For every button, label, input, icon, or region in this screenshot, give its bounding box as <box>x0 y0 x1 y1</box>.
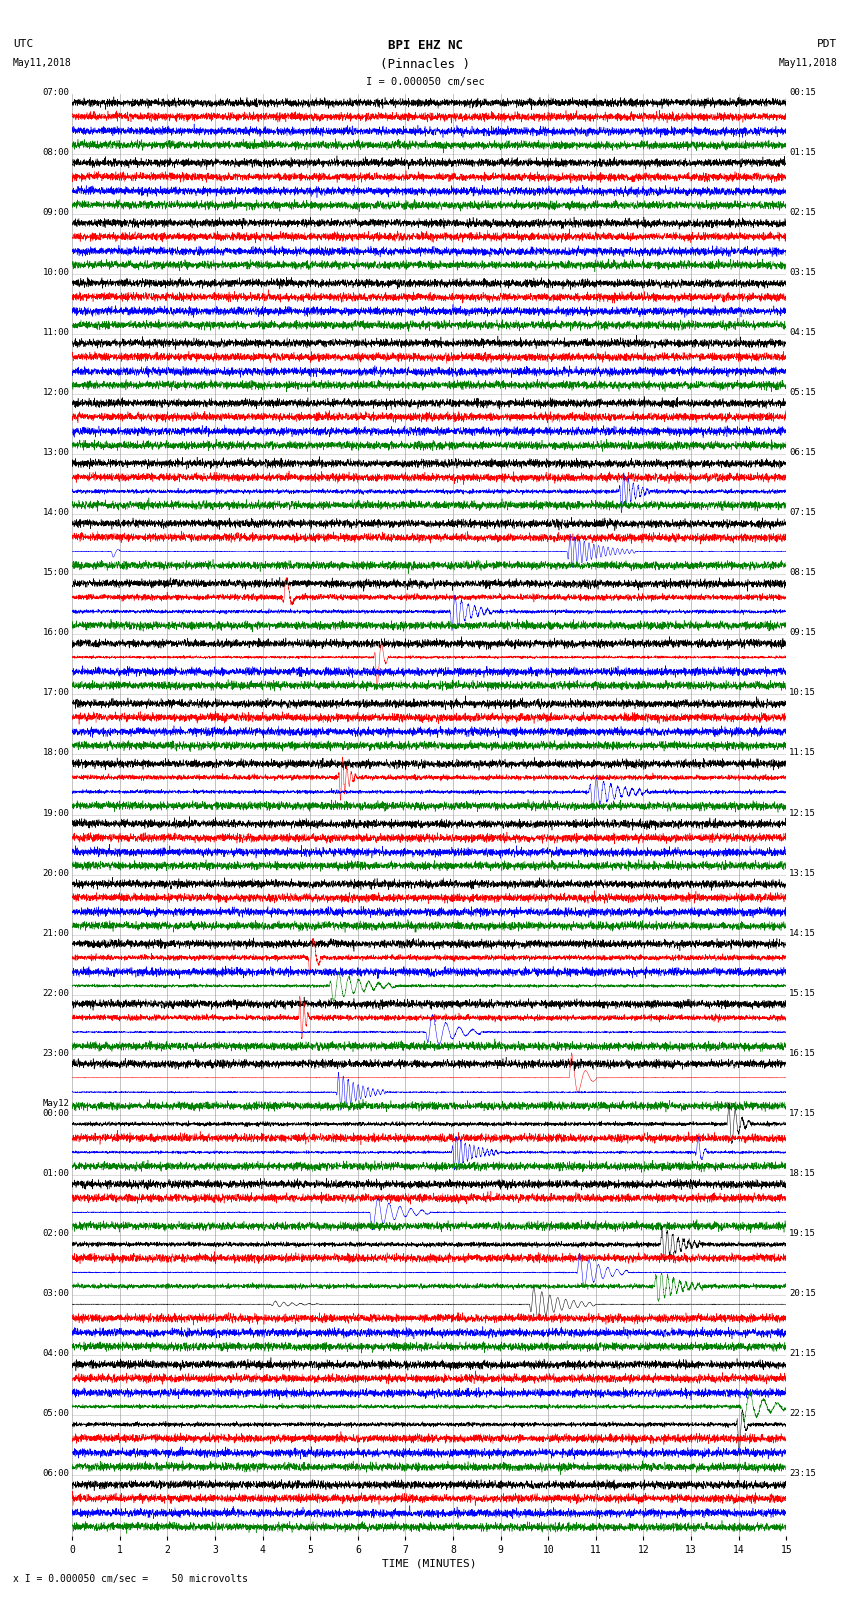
Text: BPI EHZ NC: BPI EHZ NC <box>388 39 462 52</box>
Text: May11,2018: May11,2018 <box>13 58 71 68</box>
Text: x I = 0.000050 cm/sec =    50 microvolts: x I = 0.000050 cm/sec = 50 microvolts <box>13 1574 247 1584</box>
Text: UTC: UTC <box>13 39 33 48</box>
X-axis label: TIME (MINUTES): TIME (MINUTES) <box>382 1558 477 1569</box>
Text: PDT: PDT <box>817 39 837 48</box>
Text: I = 0.000050 cm/sec: I = 0.000050 cm/sec <box>366 77 484 87</box>
Text: May11,2018: May11,2018 <box>779 58 837 68</box>
Text: (Pinnacles ): (Pinnacles ) <box>380 58 470 71</box>
